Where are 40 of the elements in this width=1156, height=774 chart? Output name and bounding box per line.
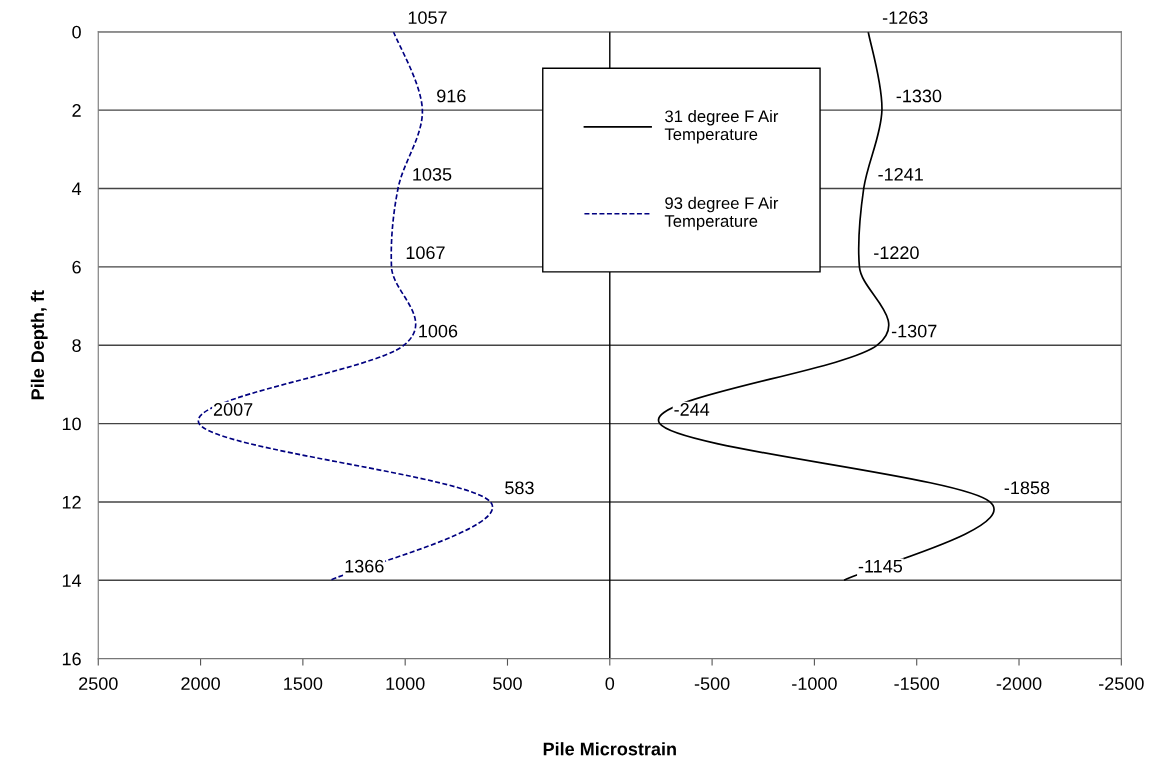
data-label: 1057 bbox=[408, 11, 447, 24]
data-label: -1145 bbox=[858, 559, 903, 573]
legend-label: 31 degree F Air Temperature bbox=[664, 109, 779, 144]
data-label: -1330 bbox=[896, 89, 942, 103]
y-tick-label: 0 bbox=[72, 25, 81, 39]
x-tick-label: -2000 bbox=[996, 677, 1042, 690]
y-axis-title: Pile Depth, ft bbox=[30, 290, 48, 400]
x-tick-label: 2000 bbox=[181, 677, 220, 690]
x-tick-label: -500 bbox=[694, 677, 730, 690]
data-label: -1220 bbox=[874, 246, 919, 260]
data-label: -1858 bbox=[1004, 481, 1050, 495]
y-tick-label: 4 bbox=[71, 182, 82, 196]
x-tick-label: 500 bbox=[493, 677, 522, 690]
data-label: 583 bbox=[505, 481, 534, 495]
y-tick-label: 16 bbox=[62, 652, 81, 666]
data-label: 1067 bbox=[406, 246, 445, 260]
x-axis-title: Pile Microstrain bbox=[543, 742, 676, 756]
data-label: 1035 bbox=[413, 167, 452, 181]
y-tick-label: 6 bbox=[72, 260, 81, 274]
data-label: 1366 bbox=[345, 559, 384, 573]
data-label: -1263 bbox=[882, 11, 928, 24]
x-tick-label: 0 bbox=[605, 677, 615, 690]
legend-label: 93 degree F Air Temperature bbox=[664, 196, 779, 231]
y-tick-label: 10 bbox=[62, 417, 81, 431]
data-label: 916 bbox=[437, 89, 466, 103]
x-tick-label: 1500 bbox=[284, 677, 323, 690]
data-label: 2007 bbox=[213, 403, 253, 416]
x-tick-label: -1500 bbox=[894, 677, 940, 690]
data-label: -244 bbox=[674, 403, 710, 416]
y-tick-label: 12 bbox=[62, 495, 81, 509]
x-tick-label: 1000 bbox=[386, 677, 425, 690]
y-tick-label: 8 bbox=[72, 339, 81, 352]
y-tick-label: 2 bbox=[72, 104, 81, 117]
y-tick-label: 14 bbox=[62, 574, 82, 587]
x-tick-label: -1000 bbox=[792, 677, 837, 690]
data-label: -1307 bbox=[891, 324, 937, 338]
x-tick-label: 2500 bbox=[79, 677, 118, 690]
data-label: -1241 bbox=[878, 167, 923, 181]
x-tick-label: -2500 bbox=[1099, 677, 1144, 690]
data-label: 1006 bbox=[419, 324, 458, 338]
